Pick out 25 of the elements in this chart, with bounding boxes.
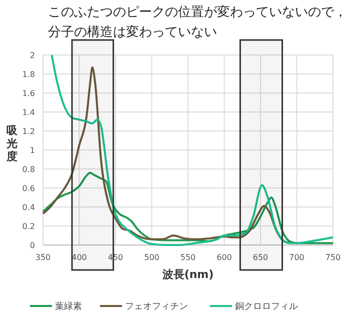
- x-tick-label: 750: [325, 253, 341, 262]
- x-tick-label: 650: [252, 253, 268, 262]
- y-axis-title: 吸光度: [6, 124, 18, 163]
- y-tick-label: 2: [30, 50, 35, 60]
- legend-label: 葉緑素: [55, 301, 82, 312]
- y-tick-label: 1.4: [22, 108, 35, 117]
- x-tick-label: 350: [35, 253, 51, 262]
- x-tick-label: 500: [144, 253, 160, 262]
- y-tick-label: 0.8: [22, 164, 35, 174]
- line-series: [42, 172, 334, 244]
- chart-title: このふたつのピークの位置が変わっていないので，分子の構造は変わっていない: [48, 4, 347, 40]
- x-tick-label: 700: [289, 253, 304, 262]
- y-tick-label: 1.6: [22, 88, 35, 98]
- y-tick-label: 1.8: [22, 70, 35, 79]
- y-tick-label: 1.2: [22, 126, 35, 136]
- x-tick-label: 600: [216, 253, 232, 262]
- y-tick-label: 0.6: [22, 184, 35, 193]
- x-tick-label: 550: [180, 253, 196, 262]
- y-tick-label: 0: [30, 240, 35, 250]
- x-axis-title: 波長(nm): [161, 268, 214, 281]
- legend-label: 銅クロロフィル: [235, 301, 298, 312]
- legend-label: フェオフィチン: [125, 302, 188, 312]
- y-tick-label: 0.4: [22, 202, 35, 212]
- y-tick-label: 0.2: [22, 222, 35, 231]
- y-tick-label: 1: [30, 146, 35, 155]
